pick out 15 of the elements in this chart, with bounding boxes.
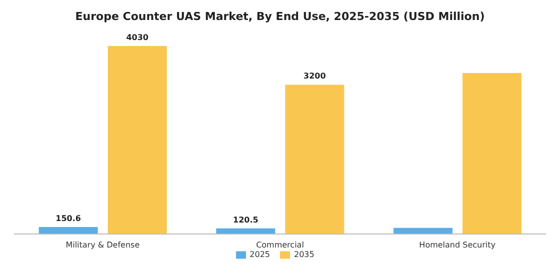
- data-label: 3200: [304, 72, 326, 81]
- x-tick-label: Military & Defense: [66, 240, 140, 250]
- data-label: 120.5: [233, 215, 259, 224]
- x-tick-label: Commercial: [256, 240, 304, 250]
- bar: [38, 226, 98, 234]
- legend-label: 2035: [294, 250, 314, 260]
- bar: [393, 228, 452, 234]
- bar: [462, 73, 522, 234]
- bar: [285, 84, 344, 234]
- data-label: 150.6: [56, 214, 82, 223]
- bar: [108, 46, 167, 234]
- legend-label: 2025: [250, 250, 270, 260]
- data-label: 4030: [126, 33, 149, 42]
- x-tick-label: Homeland Security: [419, 240, 496, 250]
- chart-title: Europe Counter UAS Market, By End Use, 2025-2035 (USD Million): [74, 9, 486, 25]
